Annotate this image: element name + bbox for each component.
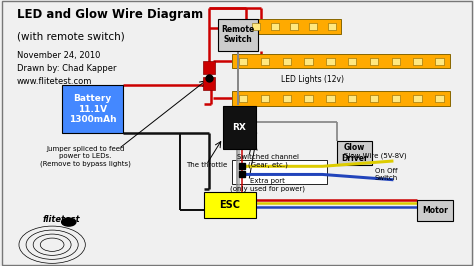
FancyBboxPatch shape: [326, 58, 335, 65]
Text: ESC: ESC: [219, 200, 240, 210]
Text: Motor: Motor: [422, 206, 448, 215]
FancyBboxPatch shape: [204, 192, 256, 218]
FancyBboxPatch shape: [223, 106, 256, 149]
Text: LED Lights (12v): LED Lights (12v): [282, 75, 344, 84]
Text: Jumper spliced to feed
power to LEDs.
(Remove to bypass lights): Jumper spliced to feed power to LEDs. (R…: [40, 146, 131, 167]
FancyBboxPatch shape: [435, 58, 444, 65]
Text: (with remote switch): (with remote switch): [17, 32, 124, 42]
FancyBboxPatch shape: [218, 19, 258, 51]
FancyBboxPatch shape: [62, 85, 123, 133]
FancyBboxPatch shape: [326, 95, 335, 102]
FancyBboxPatch shape: [239, 95, 247, 102]
Text: Remote
Switch: Remote Switch: [221, 25, 255, 44]
Text: LED and Glow Wire Diagram: LED and Glow Wire Diagram: [17, 8, 203, 21]
Text: Battery
11.1V
1300mAh: Battery 11.1V 1300mAh: [69, 94, 116, 124]
FancyBboxPatch shape: [203, 61, 215, 74]
FancyBboxPatch shape: [370, 95, 378, 102]
Text: Glow
Driver: Glow Driver: [341, 143, 368, 163]
FancyBboxPatch shape: [239, 58, 247, 65]
Circle shape: [62, 218, 76, 226]
FancyBboxPatch shape: [413, 58, 422, 65]
FancyBboxPatch shape: [261, 95, 269, 102]
Text: Drawn by: Chad Kapper: Drawn by: Chad Kapper: [17, 64, 116, 73]
Text: www.flitetest.com: www.flitetest.com: [17, 77, 92, 86]
FancyBboxPatch shape: [348, 58, 356, 65]
Text: RX: RX: [232, 123, 246, 132]
FancyBboxPatch shape: [283, 58, 291, 65]
Text: The throttle: The throttle: [185, 162, 227, 168]
FancyBboxPatch shape: [271, 23, 279, 30]
FancyBboxPatch shape: [252, 23, 260, 30]
FancyBboxPatch shape: [309, 23, 317, 30]
Text: Switched channel
(Gear, etc.): Switched channel (Gear, etc.): [237, 154, 299, 168]
FancyBboxPatch shape: [348, 95, 356, 102]
FancyBboxPatch shape: [232, 91, 450, 106]
FancyBboxPatch shape: [246, 19, 341, 34]
FancyBboxPatch shape: [392, 95, 400, 102]
Text: flitetest: flitetest: [43, 215, 80, 224]
FancyBboxPatch shape: [417, 200, 453, 221]
FancyBboxPatch shape: [261, 58, 269, 65]
FancyBboxPatch shape: [304, 58, 313, 65]
FancyBboxPatch shape: [370, 58, 378, 65]
Text: Extra port
(only used for power): Extra port (only used for power): [230, 178, 305, 192]
Text: Glow Wire (5V-8V): Glow Wire (5V-8V): [343, 152, 406, 159]
FancyBboxPatch shape: [290, 23, 298, 30]
FancyBboxPatch shape: [283, 95, 291, 102]
Text: On Off
Switch: On Off Switch: [374, 168, 398, 181]
FancyBboxPatch shape: [337, 141, 372, 165]
FancyBboxPatch shape: [392, 58, 400, 65]
FancyBboxPatch shape: [304, 95, 313, 102]
FancyBboxPatch shape: [435, 95, 444, 102]
FancyBboxPatch shape: [328, 23, 336, 30]
FancyBboxPatch shape: [232, 160, 327, 184]
Text: November 24, 2010: November 24, 2010: [17, 51, 100, 60]
FancyBboxPatch shape: [203, 77, 215, 90]
FancyBboxPatch shape: [232, 54, 450, 68]
FancyBboxPatch shape: [413, 95, 422, 102]
